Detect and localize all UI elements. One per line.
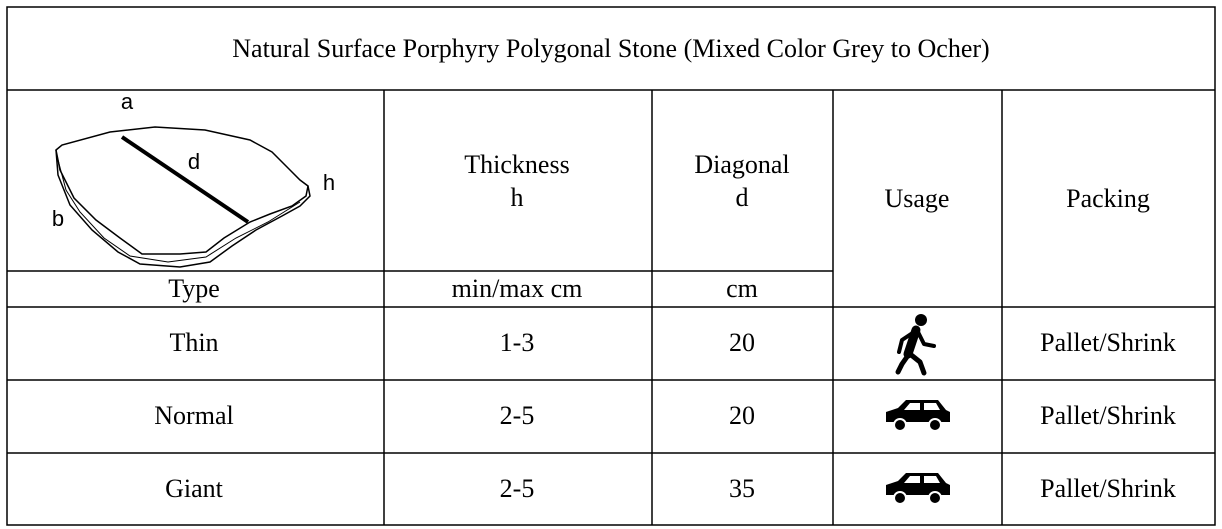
outer-border: [6, 6, 1216, 526]
header-cell: Type: [168, 274, 220, 303]
diagram-label: b: [52, 206, 64, 231]
cell: 20: [729, 328, 755, 357]
cell: Pallet/Shrink: [1040, 401, 1176, 430]
header-cell: cm: [726, 274, 758, 303]
header-cell: min/max cm: [452, 274, 583, 303]
header-cell: Thickness: [464, 150, 569, 179]
header-cell: Diagonal: [694, 150, 789, 179]
title: Natural Surface Porphyry Polygonal Stone…: [232, 34, 989, 63]
diagram-label: d: [188, 149, 200, 174]
cell: Pallet/Shrink: [1040, 474, 1176, 503]
cell: Pallet/Shrink: [1040, 328, 1176, 357]
header-cell: h: [511, 183, 524, 212]
header-cell: d: [736, 183, 749, 212]
cell: Normal: [154, 401, 233, 430]
diagram-label: a: [121, 89, 134, 114]
walk-icon: [895, 314, 936, 376]
cell: 1-3: [500, 328, 535, 357]
diagram-label: h: [323, 170, 335, 195]
cell: 2-5: [500, 474, 535, 503]
table-borders: [6, 6, 1216, 526]
cell: Thin: [169, 328, 218, 357]
cell: 20: [729, 401, 755, 430]
car-icon: [886, 400, 950, 432]
rows: Thin 1-3 20 Pallet/Shrink Normal 2-5 20 …: [154, 328, 1176, 503]
cell: 2-5: [500, 401, 535, 430]
header-cell: Packing: [1066, 184, 1150, 213]
cell: 35: [729, 474, 755, 503]
header-cell: Usage: [885, 184, 950, 213]
stone-diagram: a d h b: [52, 89, 335, 268]
car-icon: [886, 473, 950, 505]
cell: Giant: [165, 474, 224, 503]
